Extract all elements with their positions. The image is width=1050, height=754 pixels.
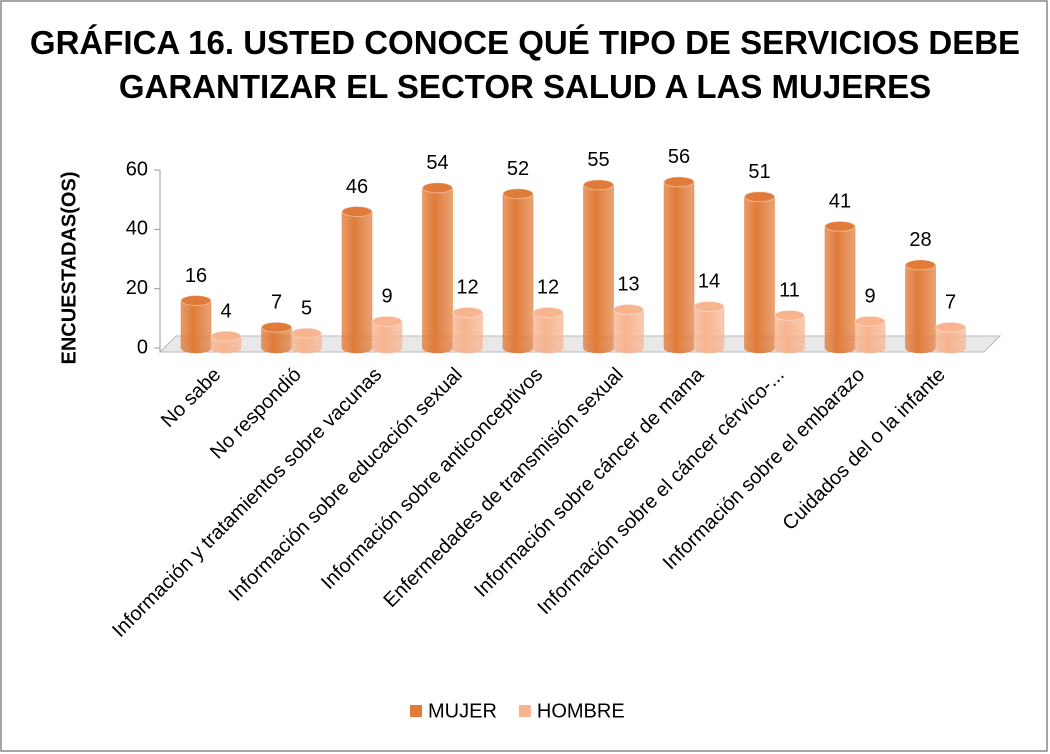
y-tick-label: 60 <box>126 158 148 180</box>
value-label: 4 <box>220 300 231 322</box>
bar <box>774 315 805 354</box>
value-label: 7 <box>945 292 956 314</box>
bar <box>663 181 695 354</box>
bar <box>824 226 856 354</box>
value-label: 7 <box>271 292 282 314</box>
bar <box>905 264 936 354</box>
value-label: 9 <box>381 286 392 308</box>
value-label: 5 <box>301 297 312 319</box>
bar-top <box>261 321 292 333</box>
value-label: 9 <box>864 286 875 308</box>
bar-top <box>583 179 614 191</box>
value-label: 16 <box>185 265 207 287</box>
legend-swatch <box>410 705 422 717</box>
bar <box>693 306 725 354</box>
bar <box>502 193 534 354</box>
value-label: 12 <box>537 277 559 299</box>
value-label: 54 <box>426 152 448 174</box>
bar <box>744 196 775 354</box>
bar-top <box>613 303 644 315</box>
bar <box>854 321 886 354</box>
value-label: 41 <box>829 191 851 213</box>
value-label: 14 <box>698 271 720 293</box>
bar-top <box>452 306 483 318</box>
value-label: 52 <box>507 158 529 180</box>
value-label: 13 <box>617 274 639 296</box>
bar-top <box>532 306 564 318</box>
value-label: 28 <box>909 229 931 251</box>
value-label: 56 <box>668 146 690 168</box>
legend-label: HOMBRE <box>537 700 625 722</box>
bar <box>371 321 403 354</box>
bar <box>935 326 966 354</box>
bar-top <box>210 330 242 342</box>
bar-top <box>824 220 856 232</box>
bar-top <box>935 321 966 333</box>
bar-top <box>422 182 453 194</box>
bar <box>613 309 644 354</box>
chart-title: GRÁFICA 16. USTED CONOCE QUÉ TIPO DE SER… <box>30 24 1020 105</box>
bar-top <box>180 295 212 307</box>
bar-top <box>774 309 805 321</box>
value-label: 12 <box>456 277 478 299</box>
y-tick-label: 20 <box>126 277 148 299</box>
bar-top <box>854 315 886 327</box>
bar-top <box>744 191 775 203</box>
bar <box>291 332 322 354</box>
legend-label: MUJER <box>428 700 497 722</box>
bar <box>583 184 614 354</box>
bar-top <box>371 315 403 327</box>
value-label: 46 <box>346 176 368 198</box>
bar-top <box>663 176 695 188</box>
bar-top <box>291 327 322 339</box>
bar <box>532 312 564 354</box>
bar-top <box>905 259 936 271</box>
legend-swatch <box>518 705 531 717</box>
bar-top <box>693 300 725 312</box>
value-label: 55 <box>587 149 609 171</box>
value-label: 11 <box>779 280 800 302</box>
y-axis-label: ENCUESTADAS(OS) <box>58 172 80 365</box>
bar <box>452 312 483 354</box>
bar <box>422 187 453 354</box>
value-label: 51 <box>748 161 770 183</box>
y-tick-label: 40 <box>126 218 148 240</box>
y-tick-label: 0 <box>137 336 148 358</box>
bar <box>341 211 373 354</box>
bar-top <box>502 188 534 200</box>
bar-top <box>341 206 373 218</box>
bar <box>180 300 212 354</box>
